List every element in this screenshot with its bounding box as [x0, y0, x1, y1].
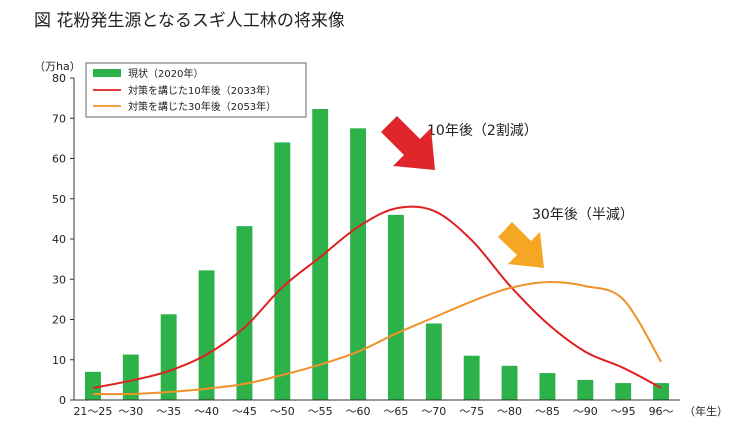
bar	[84, 371, 101, 400]
y-tick-label: 70	[52, 112, 66, 125]
x-tick-label: 〜60	[346, 405, 371, 418]
bar	[463, 355, 480, 400]
bar	[198, 270, 215, 400]
x-tick-label: 〜90	[573, 405, 598, 418]
x-tick-label: 〜65	[383, 405, 408, 418]
legend: 現状（2020年） 対策を講じた10年後（2033年） 対策を講じた30年後（2…	[85, 62, 307, 118]
bar	[577, 379, 594, 400]
x-tick-label: 〜75	[459, 405, 484, 418]
y-axis-label: （万ha）	[34, 60, 81, 73]
bar	[425, 323, 442, 400]
bar	[615, 383, 632, 400]
bar-series	[84, 108, 670, 401]
bar	[350, 128, 367, 400]
legend-entry-line-30: 対策を講じた30年後（2053年）	[128, 100, 276, 113]
annotation-10-years-arrow	[381, 116, 435, 170]
bar	[539, 373, 556, 400]
x-tick-label: 〜80	[497, 405, 522, 418]
y-tick-label: 60	[52, 153, 66, 166]
x-tick-label: 〜30	[118, 405, 143, 418]
chart-title: 図 花粉発生源となるスギ人工林の将来像	[34, 11, 345, 31]
bar	[122, 354, 139, 400]
x-axis-label: （年生）	[684, 404, 728, 418]
legend-swatch-bar	[93, 69, 121, 77]
line-series-10-years	[92, 205, 662, 389]
y-tick-label: 0	[59, 394, 66, 407]
bar	[236, 226, 253, 400]
x-tick-label: 〜95	[611, 405, 636, 418]
x-tick-label: 〜50	[270, 405, 295, 418]
annotation-10-years-text: 10年後（2割減）	[427, 122, 538, 139]
bar	[653, 383, 670, 400]
x-axis-ticks: 21〜25 〜30 〜35 〜40 〜45 〜50 〜55 〜60 〜65 〜70 〜75 〜80 〜8…	[73, 405, 673, 418]
y-tick-label: 50	[52, 193, 66, 206]
bar	[387, 214, 404, 400]
x-tick-label: 〜85	[535, 405, 560, 418]
x-tick-label: 〜55	[308, 405, 333, 418]
x-tick-label: 〜40	[194, 405, 219, 418]
line-series	[92, 205, 662, 396]
y-tick-label: 40	[52, 233, 66, 246]
y-tick-label: 80	[52, 72, 66, 85]
x-tick-label: 〜45	[232, 405, 257, 418]
y-tick-label: 20	[52, 314, 66, 327]
y-axis-ticks: 0 10 20 30 40 50 60 70 80	[52, 72, 74, 407]
bar	[160, 314, 177, 400]
annotation-10-years: 10年後（2割減）	[381, 116, 538, 170]
legend-entry-bar: 現状（2020年）	[128, 67, 203, 80]
bar	[501, 365, 518, 400]
annotation-30-years-text: 30年後（半減）	[532, 206, 634, 223]
x-tick-label: 96〜	[649, 405, 674, 418]
legend-entry-line-10: 対策を講じた10年後（2033年）	[128, 84, 276, 97]
x-tick-label: 〜35	[156, 405, 181, 418]
y-tick-label: 10	[52, 354, 66, 367]
annotation-30-years-arrow	[498, 222, 544, 268]
legend-box	[85, 62, 307, 118]
annotation-30-years: 30年後（半減）	[498, 206, 634, 268]
line-series-30-years	[92, 281, 662, 396]
y-tick-label: 30	[52, 273, 66, 286]
x-tick-label: 〜70	[421, 405, 446, 418]
x-tick-label: 21〜25	[73, 405, 112, 418]
bar	[274, 142, 291, 400]
bar	[312, 108, 329, 401]
